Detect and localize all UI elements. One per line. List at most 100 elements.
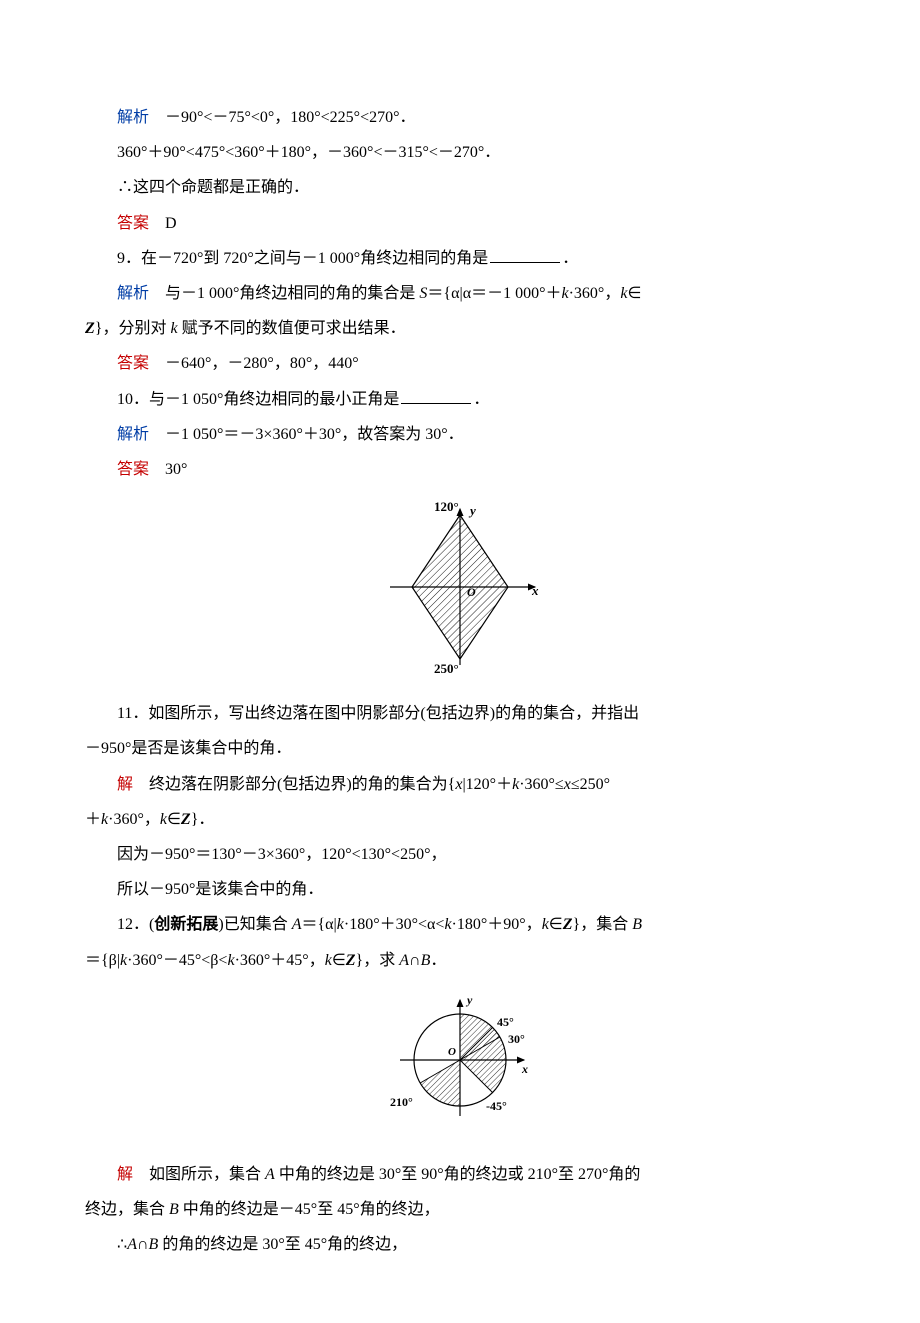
text: ∈ <box>332 952 346 969</box>
text: 所以－950°是该集合中的角． <box>117 881 323 898</box>
text: ·360°， <box>108 811 160 828</box>
blank <box>401 387 471 404</box>
q10-answer: 答案 30° <box>85 452 835 487</box>
blank <box>490 246 560 263</box>
fig2-label-O: O <box>448 1046 456 1058</box>
page: 解析 －90°<－75°<0°，180°<225°<270°． 360°＋90°… <box>0 0 920 1323</box>
set-Z: Z <box>563 916 573 933</box>
var-A: A <box>399 952 409 969</box>
fig1-label-O: O <box>467 585 476 599</box>
bold-tag: 创新拓展 <box>154 916 218 933</box>
text: ∩ <box>409 952 421 969</box>
var-k: k <box>227 952 234 969</box>
q12-sol-l2: 终边，集合 B 中角的终边是－45°至 45°角的终边， <box>85 1192 835 1227</box>
q9-stem: 9．在－720°到 720°之间与－1 000°角终边相同的角是 ． <box>85 241 835 276</box>
var-A: A <box>265 1166 275 1183</box>
answer-label: 答案 <box>117 355 149 372</box>
text: 终边落在阴影部分(包括边界)的角的集合为{ <box>133 776 455 793</box>
var-k: k <box>337 916 344 933</box>
fig1-label-x: x <box>531 583 539 598</box>
analysis-label: 解析 <box>117 109 149 126</box>
var-B: B <box>149 1236 159 1253</box>
text: －950°是否是该集合中的角． <box>85 740 291 757</box>
text: 赋予不同的数值便可求出结果． <box>178 320 406 337</box>
text: }，分别对 <box>95 320 171 337</box>
var-B: B <box>632 916 642 933</box>
analysis-label: 解析 <box>117 426 149 443</box>
figure-2-svg: y x O 45° 30° -45° 210° <box>360 988 560 1138</box>
text: }，集合 <box>573 916 633 933</box>
text: 360°＋90°<475°<360°＋180°，－360°<－315°<－270… <box>117 144 500 161</box>
var-k: k <box>561 285 568 302</box>
set-Z: Z <box>181 811 191 828</box>
q12-stem-l1: 12．(创新拓展)已知集合 A＝{α|k·180°＋30°<α<k·180°＋9… <box>85 907 835 942</box>
q9-answer: 答案 －640°，－280°，80°，440° <box>85 346 835 381</box>
text: ＝{α|α＝－1 000°＋ <box>427 285 561 302</box>
text: 中角的终边是 30°至 90°角的终边或 210°至 270°角的 <box>275 1166 641 1183</box>
fig1-label-bottom: 250° <box>434 661 459 676</box>
text: ． <box>562 250 578 267</box>
figure-1-svg: 120° y x O 250° <box>370 497 550 677</box>
text: －1 050°＝－3×360°＋30°，故答案为 30°． <box>149 426 464 443</box>
text: ≤250° <box>571 776 610 793</box>
q9-analysis-l2: Z}，分别对 k 赋予不同的数值便可求出结果． <box>85 311 835 346</box>
fig1-label-top: 120° <box>434 499 459 514</box>
text: 终边，集合 <box>85 1201 169 1218</box>
fig2-label-30: 30° <box>508 1032 525 1046</box>
var-k: k <box>444 916 451 933</box>
var-B: B <box>169 1201 179 1218</box>
q9-analysis-l1: 解析 与－1 000°角终边相同的角的集合是 S＝{α|α＝－1 000°＋k·… <box>85 276 835 311</box>
text: ·180°＋30°<α< <box>344 916 445 933</box>
q12-sol-l3: ∴A∩B 的角的终边是 30°至 45°角的终边， <box>85 1227 835 1262</box>
text: －90°<－75°<0°，180°<225°<270°． <box>149 109 416 126</box>
text: ∈ <box>167 811 181 828</box>
text: ∈ <box>627 285 641 302</box>
text: ·360°－45°<β< <box>127 952 227 969</box>
text: 9．在－720°到 720°之间与－1 000°角终边相同的角是 <box>117 250 488 267</box>
answer-label: 答案 <box>117 461 149 478</box>
solution-label: 解 <box>117 1166 133 1183</box>
q8-answer: 答案 D <box>85 206 835 241</box>
text: ＝{α| <box>301 916 336 933</box>
fig2-label-45: 45° <box>497 1015 514 1029</box>
text: －640°，－280°，80°，440° <box>149 355 359 372</box>
text: |120°＋ <box>462 776 512 793</box>
text: ·360°＋45°， <box>235 952 325 969</box>
q8-analysis-l3: ∴这四个命题都是正确的． <box>85 170 835 205</box>
answer-label: 答案 <box>117 215 149 232</box>
text: 因为－950°＝130°－3×360°，120°<130°<250°， <box>117 846 446 863</box>
q8-analysis-l1: 解析 －90°<－75°<0°，180°<225°<270°． <box>85 100 835 135</box>
q11-sol-l1: 解 终边落在阴影部分(包括边界)的角的集合为{x|120°＋k·360°≤x≤2… <box>85 767 835 802</box>
text: 中角的终边是－45°至 45°角的终边， <box>179 1201 440 1218</box>
text: ＝{β| <box>85 952 120 969</box>
text: 如图所示，集合 <box>133 1166 265 1183</box>
q12-sol-l1: 解 如图所示，集合 A 中角的终边是 30°至 90°角的终边或 210°至 2… <box>85 1157 835 1192</box>
text: 30° <box>149 461 187 478</box>
text: ·180°＋90°， <box>452 916 542 933</box>
text: ·360°， <box>569 285 621 302</box>
text: D <box>149 215 177 232</box>
q10-stem: 10．与－1 050°角终边相同的最小正角是． <box>85 382 835 417</box>
analysis-label: 解析 <box>117 285 149 302</box>
q11-stem-l1: 11．如图所示，写出终边落在图中阴影部分(包括边界)的角的集合，并指出 <box>85 696 835 731</box>
q12-stem-l2: ＝{β|k·360°－45°<β<k·360°＋45°，k∈Z}，求 A∩B． <box>85 943 835 978</box>
var-k: k <box>170 320 177 337</box>
figure-2: y x O 45° 30° -45° 210° <box>85 988 835 1151</box>
var-k: k <box>160 811 167 828</box>
set-Z: Z <box>85 320 95 337</box>
var-k: k <box>325 952 332 969</box>
q11-sol-l4: 所以－950°是该集合中的角． <box>85 872 835 907</box>
fig2-label-neg45: -45° <box>486 1099 507 1113</box>
fig2-label-210: 210° <box>390 1095 413 1109</box>
q11-sol-l3: 因为－950°＝130°－3×360°，120°<130°<250°， <box>85 837 835 872</box>
text: }，求 <box>356 952 400 969</box>
fig2-label-y: y <box>465 993 473 1007</box>
q10-analysis: 解析 －1 050°＝－3×360°＋30°，故答案为 30°． <box>85 417 835 452</box>
set-Z: Z <box>346 952 356 969</box>
text: 10．与－1 050°角终边相同的最小正角是 <box>117 391 399 408</box>
solution-label: 解 <box>117 776 133 793</box>
text: ＋ <box>85 811 101 828</box>
var-A: A <box>127 1236 137 1253</box>
text: ∩ <box>137 1236 149 1253</box>
fig2-label-x: x <box>521 1062 528 1076</box>
